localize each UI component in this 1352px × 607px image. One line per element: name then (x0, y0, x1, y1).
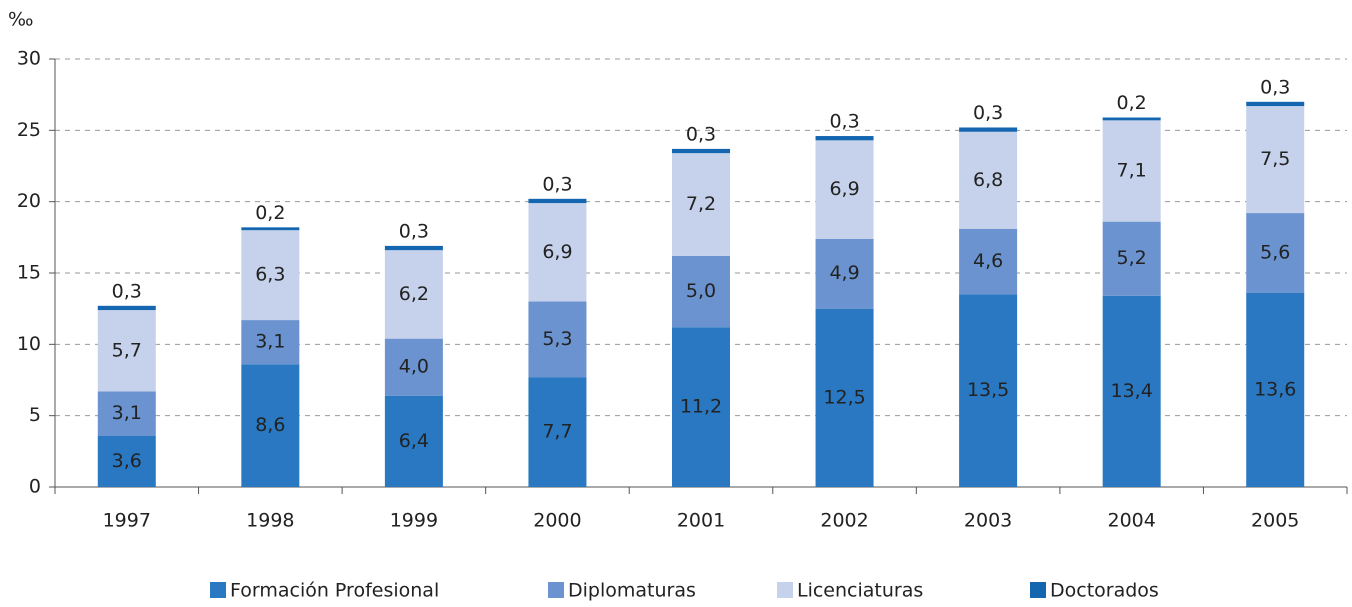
y-tick-label: 5 (29, 404, 41, 426)
legend-swatch (777, 582, 793, 598)
data-label: 7,5 (1260, 148, 1290, 170)
bar-segment (959, 131, 1018, 229)
y-tick-label: 20 (17, 190, 41, 212)
bar-segment (1246, 292, 1305, 487)
bar-segment (384, 395, 443, 487)
bar-segment (97, 435, 156, 487)
bar-segment (672, 153, 730, 256)
legend-label: Formación Profesional (230, 580, 439, 602)
data-label: 4,9 (829, 262, 859, 284)
legend-label: Licenciaturas (797, 580, 923, 602)
data-label: 5,7 (112, 339, 142, 361)
data-label: 6,4 (399, 430, 429, 452)
bar-segment (959, 228, 1018, 295)
bar-segment (672, 255, 730, 328)
bar-segment (241, 230, 300, 321)
data-label: 0,3 (686, 123, 716, 145)
bar-segment (672, 148, 730, 154)
legend-swatch (1030, 582, 1046, 598)
y-tick-label: 30 (17, 48, 41, 70)
bar-segment (241, 227, 300, 231)
bar-segment (1102, 221, 1161, 296)
bar-segment (959, 127, 1018, 132)
bar-segment (815, 140, 874, 239)
bar-segment (1102, 295, 1161, 487)
bar-segment (1246, 213, 1305, 293)
data-label: 7,1 (1117, 159, 1147, 181)
legend-label: Diplomaturas (568, 580, 696, 602)
legend-swatch (210, 582, 226, 598)
bar-segment (528, 377, 587, 487)
x-tick-label: 2002 (820, 510, 868, 532)
data-label: 3,1 (255, 331, 285, 353)
x-tick-label: 2003 (964, 510, 1012, 532)
x-tick-label: 1997 (103, 510, 151, 532)
data-label: 6,3 (255, 264, 285, 286)
x-tick-label: 1998 (246, 510, 294, 532)
data-label: 3,1 (112, 402, 142, 424)
bar-segment (97, 391, 156, 436)
data-label: 6,9 (829, 178, 859, 200)
data-label: 0,3 (829, 111, 859, 133)
y-tick-label: 0 (29, 476, 41, 498)
bar-segment (384, 338, 443, 396)
bar-segment (384, 245, 443, 251)
bar-segment (528, 198, 587, 204)
bar-segment (97, 310, 156, 392)
data-label: 0,3 (399, 220, 429, 242)
legend-label: Doctorados (1050, 580, 1159, 602)
data-label: 13,4 (1111, 380, 1153, 402)
bar-segment (528, 301, 587, 378)
bar-segment (97, 305, 156, 311)
data-label: 5,0 (686, 280, 716, 302)
y-tick-label: 10 (17, 333, 41, 355)
data-label: 5,3 (542, 328, 572, 350)
x-tick-label: 2004 (1107, 510, 1155, 532)
data-label: 5,2 (1117, 247, 1147, 269)
bar-segment (1102, 117, 1161, 121)
bar-segment (1102, 120, 1161, 222)
y-tick-label: 25 (17, 119, 41, 141)
data-label: 0,3 (1260, 76, 1290, 98)
data-label: 0,3 (542, 173, 572, 195)
x-tick-label: 2001 (677, 510, 725, 532)
data-label: 12,5 (823, 386, 865, 408)
bar-segment (241, 364, 300, 487)
bar-segment (384, 250, 443, 339)
bar-segment (528, 203, 587, 302)
data-label: 6,2 (399, 283, 429, 305)
bar-segment (241, 320, 300, 365)
bar-segment (1246, 101, 1305, 107)
bar-segment (672, 327, 730, 487)
data-label: 3,6 (112, 450, 142, 472)
data-label: 7,2 (686, 193, 716, 215)
data-label: 5,6 (1260, 242, 1290, 264)
data-label: 4,0 (399, 356, 429, 378)
data-label: 13,5 (967, 379, 1009, 401)
y-tick-label: 15 (17, 262, 41, 284)
data-label: 11,2 (680, 396, 722, 418)
data-label: 0,3 (112, 280, 142, 302)
data-label: 13,6 (1254, 378, 1296, 400)
bar-segment (815, 308, 874, 487)
data-label: 0,2 (255, 202, 285, 224)
bar-segment (815, 136, 874, 141)
x-tick-label: 1999 (390, 510, 438, 532)
data-label: 6,8 (973, 169, 1003, 191)
x-tick-label: 2005 (1251, 510, 1299, 532)
bar-segment (959, 294, 1018, 487)
data-label: 8,6 (255, 414, 285, 436)
bar-segment (1246, 106, 1305, 214)
data-label: 4,6 (973, 250, 1003, 272)
y-axis-label: ‰ (8, 9, 34, 31)
x-tick-label: 2000 (533, 510, 581, 532)
legend-swatch (548, 582, 564, 598)
bar-segment (815, 238, 874, 309)
data-label: 6,9 (542, 241, 572, 263)
data-label: 0,3 (973, 102, 1003, 124)
data-label: 7,7 (542, 421, 572, 443)
data-label: 0,2 (1117, 92, 1147, 114)
